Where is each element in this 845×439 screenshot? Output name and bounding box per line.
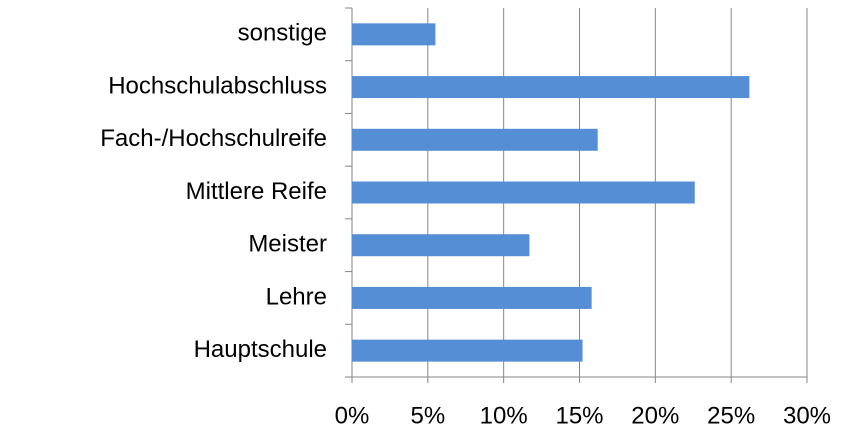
bar: [352, 286, 592, 309]
x-tick-label: 20%: [631, 402, 679, 429]
y-tick-label: Lehre: [266, 283, 327, 310]
x-tick-label: 10%: [480, 402, 528, 429]
y-tick-label: Fach-/Hochschulreife: [100, 125, 327, 152]
y-tick-label: Hochschulabschluss: [108, 72, 327, 99]
bar: [352, 23, 436, 46]
x-tick-label: 30%: [783, 402, 831, 429]
bar: [352, 76, 750, 99]
y-tick-label: Mittlere Reife: [186, 178, 327, 205]
y-tick-label: Meister: [248, 231, 327, 258]
y-tick-label: sonstige: [238, 20, 327, 47]
bar: [352, 181, 695, 204]
bar: [352, 128, 598, 151]
x-tick-label: 0%: [335, 402, 370, 429]
y-tick-label: Hauptschule: [194, 336, 327, 363]
bar: [352, 339, 583, 362]
x-tick-label: 25%: [707, 402, 755, 429]
x-tick-label: 15%: [555, 402, 603, 429]
bar: [352, 234, 530, 257]
x-tick-label: 5%: [410, 402, 445, 429]
